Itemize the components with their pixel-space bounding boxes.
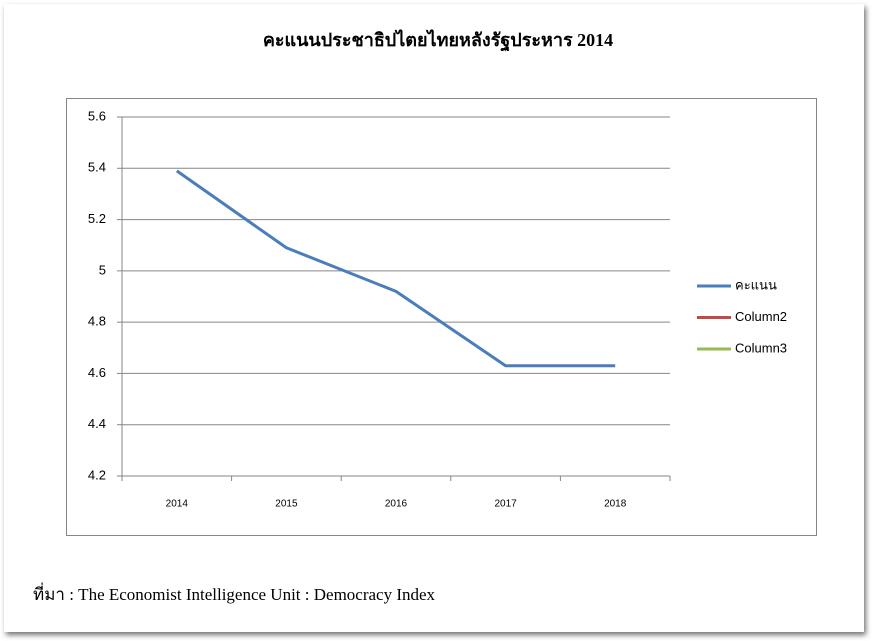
series-line: [175, 169, 616, 368]
legend-label: Column2: [735, 309, 787, 324]
y-tick-label: 4.6: [88, 365, 106, 380]
source-note: ที่มา : The Economist Intelligence Unit …: [33, 582, 436, 604]
x-tick-label: 2018: [604, 499, 627, 510]
legend-label: Column3: [735, 340, 787, 355]
x-tick-label: 2015: [275, 499, 298, 510]
y-tick-label: 5.6: [88, 108, 106, 123]
y-tick-label: 5.2: [88, 211, 106, 226]
x-tick-label: 2014: [166, 499, 189, 510]
y-tick-label: 5: [99, 262, 106, 277]
y-tick-label: 4.8: [88, 314, 106, 329]
y-tick-label: 4.4: [88, 416, 106, 431]
x-tick-label: 2016: [385, 499, 408, 510]
y-tick-label: 5.4: [88, 160, 106, 175]
chart-title: คะแนนประชาธิปไตยไทยหลังรัฐประหาร 2014: [263, 29, 613, 52]
chart-frame: [66, 98, 817, 536]
x-tick-label: 2017: [494, 499, 517, 510]
y-tick-label: 4.2: [88, 467, 106, 482]
legend-label: คะแนน: [735, 277, 777, 292]
